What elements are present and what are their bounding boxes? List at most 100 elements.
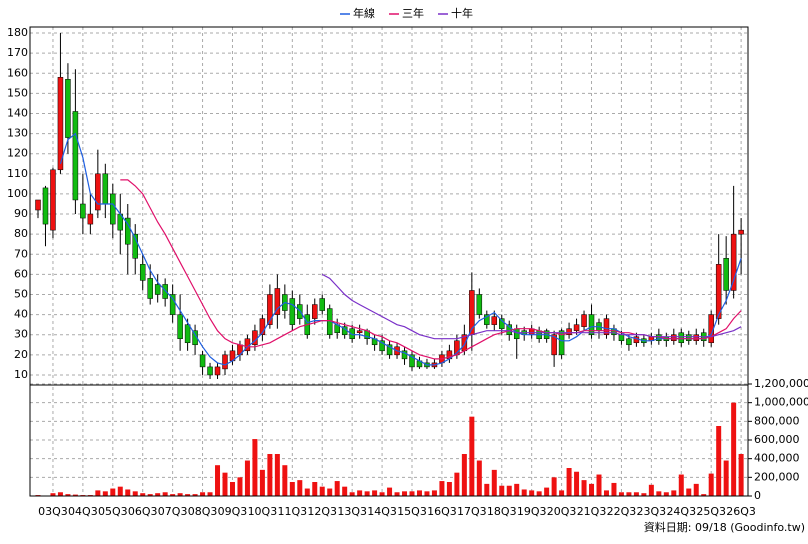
candle-body	[110, 194, 115, 224]
x-tick-label: 08Q3	[188, 505, 218, 518]
candle-body	[65, 79, 70, 137]
volume-bar	[499, 486, 504, 496]
candle-body	[148, 278, 153, 298]
legend-label: 十年	[451, 6, 473, 20]
volume-bar	[267, 454, 272, 496]
candle-body	[686, 335, 691, 341]
candle-body	[312, 305, 317, 319]
candle-body	[290, 299, 295, 325]
x-tick-label: 26Q3	[726, 505, 756, 518]
y-tick-label: 150	[7, 86, 28, 99]
volume-bar	[447, 482, 452, 496]
volume-bar	[424, 491, 429, 496]
volume-bar	[484, 484, 489, 496]
y-tick-label: 120	[7, 147, 28, 160]
candle-body	[200, 355, 205, 367]
volume-bar	[133, 491, 138, 496]
x-tick-label: 14Q3	[367, 505, 397, 518]
volume-bar	[58, 492, 63, 496]
y-tick-label: 40	[14, 308, 28, 321]
volume-bar	[439, 481, 444, 496]
candle-body	[724, 258, 729, 290]
volume-bar	[529, 490, 534, 496]
volume-bar	[731, 403, 736, 496]
x-tick-label: 19Q3	[517, 505, 547, 518]
candle-body	[477, 294, 482, 314]
volume-bar	[200, 492, 205, 496]
x-tick-label: 17Q3	[457, 505, 487, 518]
volume-bar	[716, 426, 721, 496]
y-tick-label: 110	[7, 167, 28, 180]
volume-bar	[215, 465, 220, 496]
volume-bar	[237, 477, 242, 496]
y-tick-label: 130	[7, 127, 28, 140]
volume-bar	[357, 490, 362, 496]
candle-body	[155, 284, 160, 294]
legend-label: 三年	[402, 6, 424, 20]
volume-bar	[118, 487, 123, 496]
y2-tick-label: 200,000	[754, 470, 800, 483]
volume-bar	[611, 483, 616, 496]
candle-body	[103, 174, 108, 204]
footer: 資料日期: 09/18 (Goodinfo.tw)	[644, 520, 805, 534]
x-tick-label: 15Q3	[397, 505, 427, 518]
volume-bar	[626, 492, 631, 496]
candle-body	[589, 315, 594, 335]
x-tick-label: 10Q3	[248, 505, 278, 518]
candle-body	[619, 335, 624, 341]
y-tick-label: 180	[7, 26, 28, 39]
y2-tick-label: 600,000	[754, 433, 800, 446]
volume-bar	[477, 461, 482, 496]
candle-body	[178, 315, 183, 339]
y-tick-label: 70	[14, 247, 28, 260]
volume-bar	[664, 492, 669, 496]
volume-bar	[417, 490, 422, 496]
x-tick-label: 16Q3	[427, 505, 457, 518]
volume-bar	[103, 491, 108, 496]
volume-bar	[290, 482, 295, 496]
volume-bar	[492, 470, 497, 496]
volume-bar	[649, 485, 654, 496]
volume-bar	[95, 490, 100, 496]
candle-body	[80, 204, 85, 218]
candle-body	[492, 317, 497, 325]
volume-bar	[469, 417, 474, 496]
x-tick-label: 07Q3	[158, 505, 188, 518]
volume-bar	[245, 461, 250, 496]
volume-bar	[327, 489, 332, 496]
y2-tick-label: 0	[754, 489, 761, 502]
volume-bar	[432, 490, 437, 496]
volume-bar	[522, 489, 527, 496]
x-tick-label: 20Q3	[547, 505, 577, 518]
volume-bar	[589, 484, 594, 496]
candle-body	[679, 333, 684, 343]
volume-bar	[110, 489, 115, 496]
x-tick-label: 09Q3	[218, 505, 248, 518]
x-tick-label: 04Q3	[68, 505, 98, 518]
volume-bar	[574, 472, 579, 496]
y2-tick-label: 800,000	[754, 414, 800, 427]
volume-bar	[671, 490, 676, 496]
legend-label: 年線	[353, 6, 375, 20]
volume-bar	[724, 461, 729, 496]
y-tick-label: 90	[14, 207, 28, 220]
candle-body	[185, 325, 190, 343]
candle-body	[36, 200, 41, 210]
x-tick-label: 18Q3	[487, 505, 517, 518]
y-tick-label: 170	[7, 46, 28, 59]
volume-bar	[252, 439, 257, 496]
candle-body	[574, 325, 579, 331]
volume-bar	[544, 488, 549, 496]
volume-bar	[619, 492, 624, 496]
volume-bar	[514, 484, 519, 496]
volume-bar	[335, 481, 340, 496]
y-tick-label: 10	[14, 368, 28, 381]
volume-bar	[320, 487, 325, 496]
volume-bar	[739, 454, 744, 496]
volume-bar	[679, 475, 684, 496]
volume-bar	[410, 491, 415, 496]
candle-body	[50, 170, 55, 230]
volume-bar	[402, 491, 407, 496]
x-tick-label: 22Q3	[607, 505, 637, 518]
volume-bar	[686, 489, 691, 496]
